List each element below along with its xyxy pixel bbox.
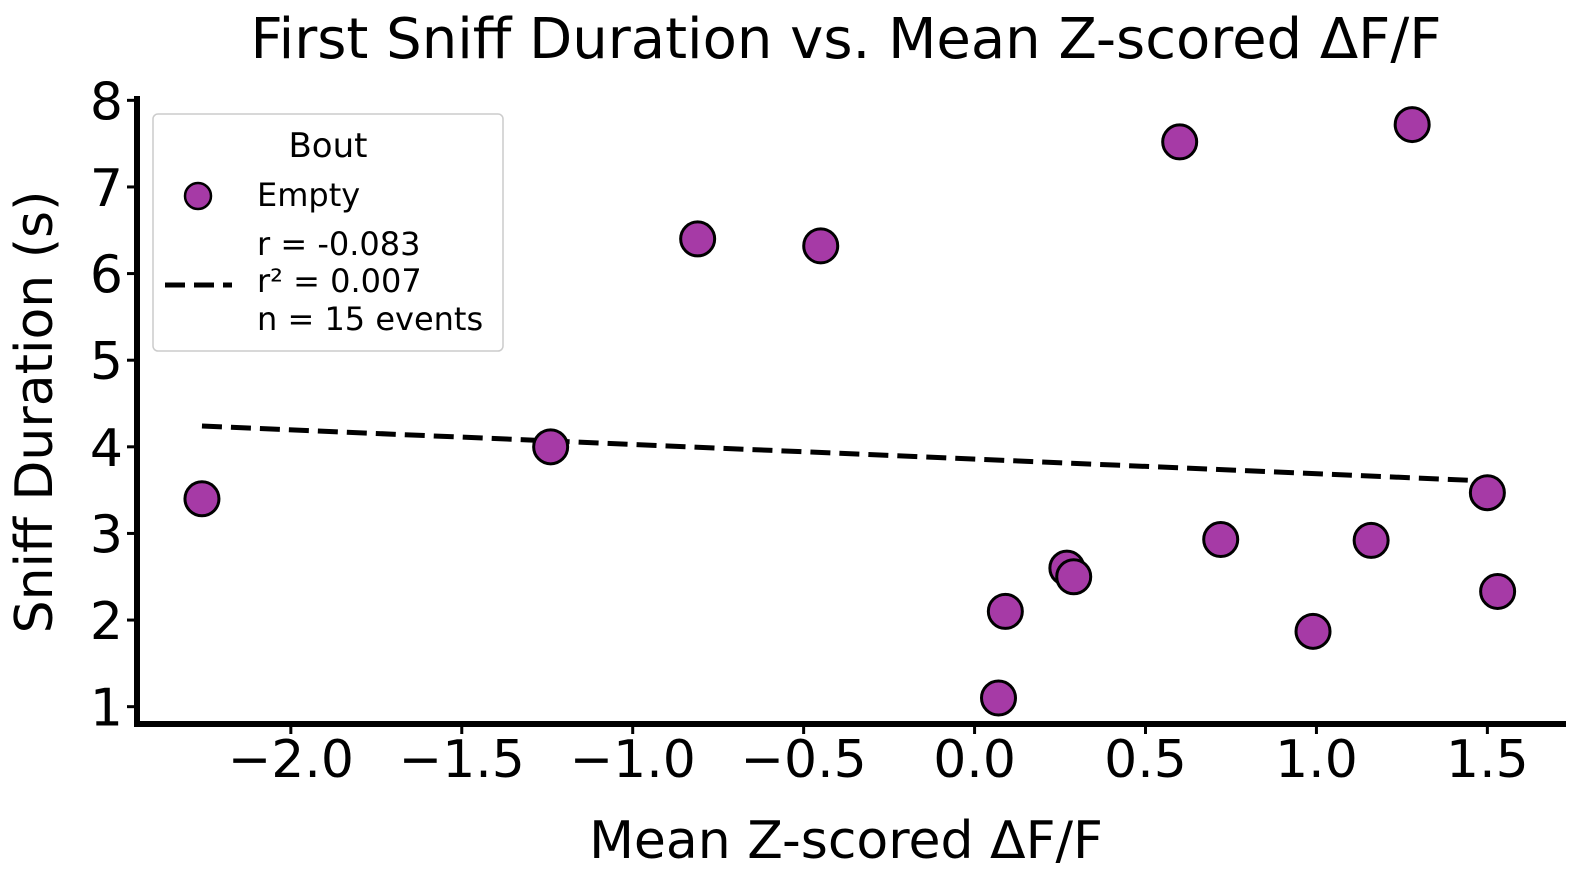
x-tick-label: −1.0 bbox=[570, 730, 696, 790]
y-tick-label: 1 bbox=[90, 679, 123, 739]
data-point bbox=[1352, 521, 1390, 559]
legend-box bbox=[152, 113, 504, 352]
y-ticks: 1 2 3 4 5 6 7 8 bbox=[90, 72, 137, 739]
chart-title: First Sniff Duration vs. Mean Z-scored Δ… bbox=[251, 7, 1442, 72]
plot-area: −2.0 −1.5 −1.0 −0.5 0.0 0.5 1.0 1.5 1 2 3 4 5 6 7 8 bbox=[90, 72, 1566, 790]
y-tick-label: 7 bbox=[90, 159, 123, 219]
x-tick-label: 1.5 bbox=[1446, 730, 1529, 790]
legend-stat-n: n = 15 events bbox=[257, 300, 483, 338]
y-tick-label: 5 bbox=[90, 332, 123, 392]
x-axis-label: Mean Z-scored ΔF/F bbox=[589, 811, 1103, 871]
data-point bbox=[802, 227, 840, 265]
y-tick-label: 4 bbox=[90, 419, 123, 479]
data-point bbox=[1202, 520, 1240, 558]
legend-stat-r: r = -0.083 bbox=[257, 225, 420, 263]
y-tick-label: 2 bbox=[90, 592, 123, 652]
x-tick-label: −2.0 bbox=[228, 730, 354, 790]
data-point bbox=[183, 480, 221, 518]
y-tick-label: 3 bbox=[90, 505, 123, 565]
legend: Bout Empty r = -0.083 r² = 0.007 n = 15 … bbox=[152, 113, 504, 352]
data-point bbox=[1294, 612, 1332, 650]
y-tick-label: 6 bbox=[90, 246, 123, 306]
x-tick-label: 1.0 bbox=[1275, 730, 1358, 790]
data-point bbox=[1161, 123, 1199, 161]
data-point bbox=[1055, 558, 1093, 596]
data-point bbox=[679, 220, 717, 258]
x-tick-label: 0.0 bbox=[933, 730, 1016, 790]
data-point bbox=[986, 592, 1024, 630]
data-point bbox=[980, 679, 1018, 717]
data-point bbox=[1393, 106, 1431, 144]
legend-marker-empty bbox=[183, 181, 213, 211]
regression-fit-line bbox=[201, 423, 1498, 484]
x-tick-label: 0.5 bbox=[1104, 730, 1187, 790]
x-tick-label: −0.5 bbox=[740, 730, 866, 790]
y-tick-label: 8 bbox=[90, 72, 123, 132]
legend-stat-r-squared: r² = 0.007 bbox=[257, 262, 422, 300]
data-point bbox=[1468, 474, 1506, 512]
data-points bbox=[183, 106, 1517, 717]
data-point bbox=[532, 428, 570, 466]
x-ticks: −2.0 −1.5 −1.0 −0.5 0.0 0.5 1.0 1.5 bbox=[228, 724, 1529, 790]
y-axis-label: Sniff Duration (s) bbox=[5, 191, 65, 634]
x-tick-label: −1.5 bbox=[399, 730, 525, 790]
data-point bbox=[1479, 572, 1517, 610]
legend-label-empty: Empty bbox=[257, 176, 360, 214]
legend-title: Bout bbox=[288, 126, 367, 166]
